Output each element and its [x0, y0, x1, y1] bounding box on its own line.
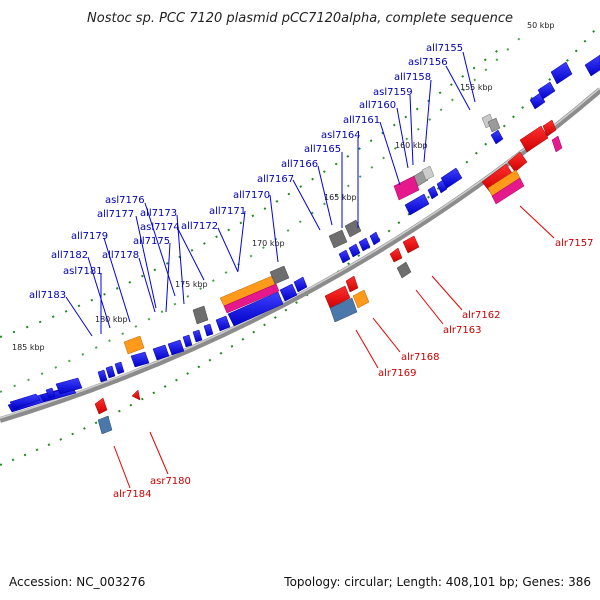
orange-feature [123, 335, 145, 355]
gene-label-alr7162: alr7162 [462, 310, 500, 321]
gene-label-asr7180: asr7180 [150, 476, 191, 487]
gene-label-alr7169: alr7169 [378, 368, 416, 379]
gene-label-all7179: all7179 [71, 231, 108, 242]
forward-strand-special [123, 113, 501, 355]
tick-label-175: 175 kbp [175, 280, 208, 289]
kbp-labels: 50 kbp 155 kbp 160 kbp 165 kbp 170 kbp 1… [12, 21, 555, 352]
magenta-feature [393, 175, 420, 201]
grey-feature [396, 261, 412, 279]
outer-tick-ring [0, 29, 596, 466]
grey-feature [344, 219, 362, 238]
grey-feature [328, 229, 348, 249]
magenta-feature [491, 177, 525, 205]
gene-label-all7171: all7171 [209, 206, 246, 217]
magenta-feature [551, 135, 563, 153]
forward-strand-genes [7, 54, 600, 413]
gene-label-all7173: all7173 [140, 208, 177, 219]
gene-label-all7161: all7161 [343, 115, 380, 126]
gene-label-asl7156: asl7156 [408, 57, 448, 68]
gene-label-alr7157: alr7157 [555, 238, 593, 249]
steel-feature [329, 297, 358, 323]
tick-label-180: 180 kbp [95, 315, 128, 324]
tick-label-150: 50 kbp [527, 21, 555, 30]
summary-text: Topology: circular; Length: 408,101 bp; … [283, 575, 591, 589]
gene-label-asl7174: asl7174 [140, 222, 180, 233]
steel-feature [97, 415, 113, 435]
forward-gene-labels: all7155 asl7156 all7158 asl7159 all7160 … [29, 43, 476, 337]
gene-label-asl7181: asl7181 [63, 266, 103, 277]
reverse-strand-special [97, 135, 563, 435]
map-title: Nostoc sp. PCC 7120 plasmid pCC7120alpha… [87, 11, 513, 26]
gene-label-alr7168: alr7168 [401, 352, 439, 363]
gene-label-alr7184: alr7184 [113, 489, 151, 500]
gene-label-all7160: all7160 [359, 100, 396, 111]
gene-label-asl7159: asl7159 [373, 87, 413, 98]
grey-feature [269, 265, 290, 285]
tick-label-160: 160 kbp [395, 141, 428, 150]
gene-label-all7182: all7182 [51, 250, 88, 261]
tick-label-165: 165 kbp [324, 193, 357, 202]
gene-label-all7155: all7155 [426, 43, 463, 54]
gene-label-asl7176: asl7176 [105, 195, 145, 206]
grey-feature [421, 165, 435, 181]
gene-label-all7165: all7165 [304, 144, 341, 155]
grey-feature [192, 305, 209, 325]
gene-label-all7172: all7172 [181, 221, 218, 232]
gene-label-all7170: all7170 [233, 190, 270, 201]
accession-text: Accession: NC_003276 [9, 575, 145, 589]
tick-label-170: 170 kbp [252, 239, 285, 248]
backbone-arc [0, 87, 600, 423]
gene-label-asl7164: asl7164 [321, 130, 361, 141]
gene-label-all7158: all7158 [394, 72, 431, 83]
tick-label-185: 185 kbp [12, 343, 45, 352]
gene-label-all7175: all7175 [133, 236, 170, 247]
grey-feature [487, 117, 501, 133]
tick-label-155: 155 kbp [460, 83, 493, 92]
gene-label-alr7163: alr7163 [443, 325, 481, 336]
reverse-gene-labels: alr7157 alr7162 alr7163 alr7168 alr7169 … [113, 205, 593, 500]
gene-label-all7177: all7177 [97, 209, 134, 220]
gene-label-all7167: all7167 [257, 174, 294, 185]
gene-label-all7183: all7183 [29, 290, 66, 301]
orange-feature [352, 289, 370, 309]
gene-label-all7166: all7166 [281, 159, 318, 170]
gene-label-all7178: all7178 [102, 250, 139, 261]
magenta-feature [223, 283, 280, 314]
reverse-strand-genes [94, 119, 557, 415]
